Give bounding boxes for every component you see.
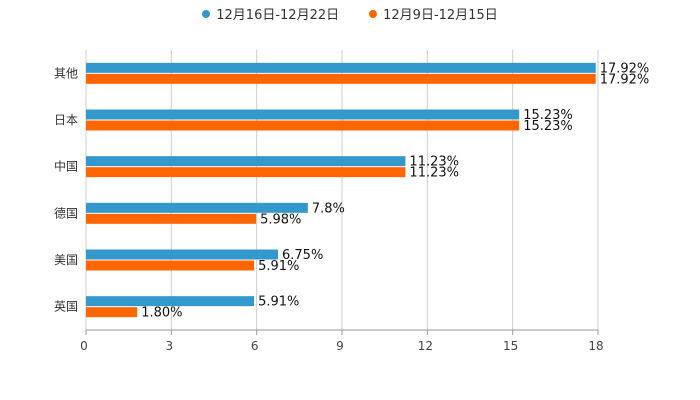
y-category-label-2: 中国: [54, 159, 78, 174]
bar-series-1-5: [86, 296, 255, 307]
bar-series-2-1: [86, 120, 520, 131]
data-label-series-2-5: 1.80%: [141, 306, 182, 321]
x-tick-label-4: 12: [418, 339, 433, 353]
y-category-label-0: 其他: [54, 66, 78, 80]
bar-series-1-0: [86, 62, 596, 73]
data-label-series-1-5: 5.91%: [258, 295, 299, 310]
bar-series-1-4: [86, 249, 278, 260]
legend-marker-series-1: [202, 9, 211, 18]
x-tick-label-1: 3: [166, 339, 174, 353]
x-tick-label-3: 9: [336, 339, 344, 353]
y-category-label-3: 德国: [54, 205, 78, 220]
bar-series-2-2: [86, 167, 406, 178]
data-label-series-2-4: 5.91%: [258, 259, 299, 274]
data-label-series-1-1: 15.23%: [523, 108, 573, 123]
bar-series-1-1: [86, 109, 520, 120]
data-label-series-1-2: 11.23%: [409, 155, 459, 170]
bar-series-2-4: [86, 260, 255, 271]
x-tick-label-5: 15: [503, 339, 518, 353]
legend-marker-series-2: [369, 9, 378, 18]
bar-series-2-3: [86, 213, 257, 224]
legend-label-series-1: 12月16日-12月22日: [216, 8, 340, 23]
data-label-series-2-1: 15.23%: [523, 119, 573, 134]
legend-label-series-2: 12月9日-12月15日: [383, 8, 498, 23]
x-tick-label-0: 0: [80, 339, 88, 353]
y-category-label-4: 美国: [54, 253, 78, 267]
y-category-label-5: 英国: [54, 300, 78, 314]
bar-series-2-5: [86, 307, 138, 318]
x-tick-label-6: 18: [588, 339, 603, 353]
data-label-series-2-0: 17.92%: [600, 72, 650, 87]
y-category-label-1: 日本: [54, 113, 78, 127]
data-label-series-2-2: 11.23%: [409, 166, 459, 181]
data-label-series-1-3: 7.8%: [312, 201, 345, 216]
legend-item-series-2[interactable]: 12月9日-12月15日: [369, 4, 498, 23]
data-label-series-1-4: 6.75%: [282, 248, 323, 263]
bar-series-1-3: [86, 202, 308, 213]
bar-series-1-2: [86, 156, 406, 167]
legend-item-series-1[interactable]: 12月16日-12月22日: [202, 4, 339, 23]
data-label-series-2-3: 5.98%: [260, 212, 301, 227]
chart-legend: 12月16日-12月22日 12月9日-12月15日: [0, 4, 700, 23]
data-label-series-1-0: 17.92%: [600, 61, 650, 76]
bar-series-2-0: [86, 73, 596, 84]
x-tick-label-2: 6: [251, 339, 259, 353]
